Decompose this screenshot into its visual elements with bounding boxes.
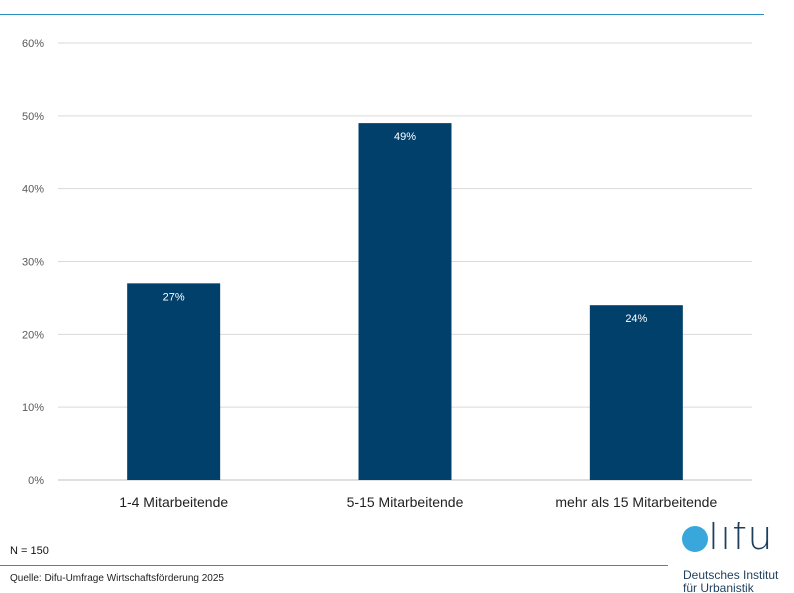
bar-chart: 0% 10% 20% 30% 40% 50% 60% 27% 1-4 Mitarbeitende…: [22, 38, 752, 510]
y-tick-label: 0%: [28, 475, 44, 487]
logo-line-1: Deutsches Institut: [683, 568, 779, 582]
data-label: 49%: [394, 131, 416, 143]
x-tick-label: 5-15 Mitarbeitende: [347, 494, 464, 510]
y-tick-label: 60%: [22, 38, 44, 50]
logo-wordmark: lifu: [708, 522, 774, 559]
difu-logo: lifu Deutsches Institut für Urbanistik: [682, 522, 794, 593]
bar: [589, 305, 683, 480]
data-label: 27%: [163, 291, 185, 303]
y-tick-label: 50%: [22, 111, 44, 123]
logo-dot-icon: [682, 526, 708, 552]
x-tick-label: mehr als 15 Mitarbeitende: [555, 494, 717, 510]
y-tick-label: 20%: [22, 329, 44, 341]
logo-line-2: für Urbanistik: [683, 581, 754, 593]
y-tick-label: 40%: [22, 184, 44, 196]
y-tick-label: 30%: [22, 257, 44, 269]
bar: [358, 123, 452, 480]
source-note: Quelle: Difu-Umfrage Wirtschaftsförderun…: [10, 573, 224, 584]
top-rule: [0, 14, 764, 15]
x-tick-label: 1-4 Mitarbeitende: [119, 494, 228, 510]
bottom-rule: [0, 565, 668, 566]
data-label: 24%: [625, 313, 647, 325]
y-tick-label: 10%: [22, 402, 44, 414]
sample-size: N = 150: [10, 545, 49, 557]
bar: [127, 283, 221, 480]
